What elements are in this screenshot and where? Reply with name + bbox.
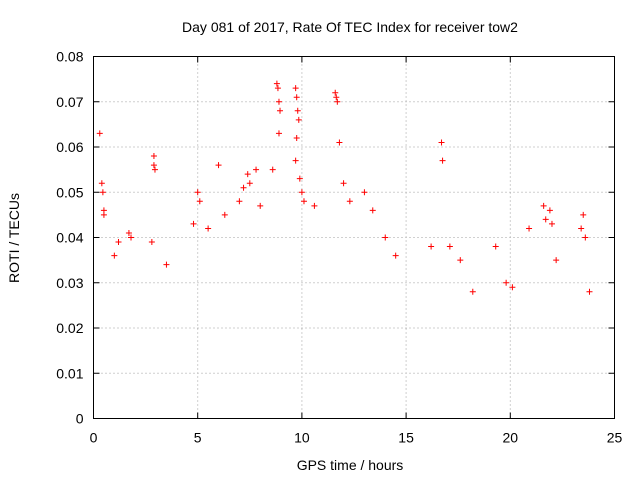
grid-lines bbox=[93, 56, 615, 419]
data-point bbox=[221, 211, 228, 218]
data-points bbox=[96, 80, 593, 295]
data-point bbox=[240, 184, 247, 191]
data-point bbox=[582, 234, 589, 241]
plot-frame bbox=[93, 56, 615, 419]
y-tick-label: 0.04 bbox=[56, 230, 83, 246]
data-point bbox=[236, 198, 243, 205]
data-point bbox=[99, 189, 106, 196]
x-tick-label: 5 bbox=[194, 430, 202, 446]
data-point bbox=[148, 239, 155, 246]
data-point bbox=[253, 166, 260, 173]
data-point bbox=[292, 157, 299, 164]
data-point bbox=[295, 116, 302, 123]
y-tick-label: 0.02 bbox=[56, 320, 83, 336]
data-point bbox=[578, 225, 585, 232]
x-tick-label: 20 bbox=[503, 430, 519, 446]
data-point bbox=[428, 243, 435, 250]
data-point bbox=[274, 85, 281, 92]
data-point bbox=[439, 157, 446, 164]
y-tick-label: 0.01 bbox=[56, 365, 83, 381]
data-point bbox=[492, 243, 499, 250]
x-tick-label: 10 bbox=[294, 430, 310, 446]
data-point bbox=[382, 234, 389, 241]
data-point bbox=[586, 288, 593, 295]
y-tick-label: 0.05 bbox=[56, 184, 83, 200]
data-point bbox=[196, 198, 203, 205]
data-point bbox=[275, 98, 282, 105]
data-point bbox=[369, 207, 376, 214]
data-point bbox=[332, 89, 339, 96]
x-tick-labels: 0 5 10 15 20 25 bbox=[90, 430, 623, 446]
data-point bbox=[553, 257, 560, 264]
data-point bbox=[546, 207, 553, 214]
data-point bbox=[446, 243, 453, 250]
data-point bbox=[257, 202, 264, 209]
data-point bbox=[580, 211, 587, 218]
data-point bbox=[275, 130, 282, 137]
y-tick-label: 0.03 bbox=[56, 275, 83, 291]
y-tick-label: 0.06 bbox=[56, 139, 83, 155]
data-point bbox=[205, 225, 212, 232]
data-point bbox=[298, 189, 305, 196]
data-point bbox=[163, 261, 170, 268]
data-point bbox=[526, 225, 533, 232]
data-point bbox=[292, 85, 299, 92]
chart-title: Day 081 of 2017, Rate Of TEC Index for r… bbox=[182, 19, 518, 35]
data-point bbox=[336, 139, 343, 146]
data-point bbox=[111, 252, 118, 259]
data-point bbox=[361, 189, 368, 196]
data-point bbox=[300, 198, 307, 205]
data-point bbox=[469, 288, 476, 295]
data-point bbox=[115, 239, 122, 246]
y-tick-labels: 0 0.01 0.02 0.03 0.04 0.05 0.06 0.07 0.08 bbox=[56, 49, 83, 427]
data-point bbox=[509, 284, 516, 291]
x-tick-label: 15 bbox=[398, 430, 414, 446]
data-point bbox=[457, 257, 464, 264]
data-point bbox=[194, 189, 201, 196]
data-point bbox=[540, 202, 547, 209]
data-point bbox=[311, 202, 318, 209]
data-point bbox=[125, 229, 132, 236]
x-tick-label: 25 bbox=[607, 430, 623, 446]
data-point bbox=[100, 211, 107, 218]
data-point bbox=[293, 134, 300, 141]
data-point bbox=[294, 107, 301, 114]
y-tick-label: 0.07 bbox=[56, 94, 83, 110]
data-point bbox=[273, 80, 280, 87]
data-point bbox=[150, 162, 157, 169]
y-tick-label: 0.08 bbox=[56, 49, 83, 65]
data-point bbox=[98, 180, 105, 187]
y-tick-label: 0 bbox=[76, 411, 84, 427]
data-point bbox=[151, 166, 158, 173]
data-point bbox=[277, 107, 284, 114]
data-point bbox=[190, 220, 197, 227]
data-point bbox=[96, 130, 103, 137]
y-axis-label: ROTI / TECUs bbox=[6, 193, 22, 283]
data-point bbox=[346, 198, 353, 205]
data-point bbox=[438, 139, 445, 146]
data-point bbox=[150, 153, 157, 160]
data-point bbox=[128, 234, 135, 241]
data-point bbox=[293, 94, 300, 101]
data-point bbox=[334, 98, 341, 105]
data-point bbox=[548, 220, 555, 227]
data-point bbox=[215, 162, 222, 169]
x-axis-label: GPS time / hours bbox=[297, 457, 404, 473]
data-point bbox=[340, 180, 347, 187]
data-point bbox=[269, 166, 276, 173]
data-point bbox=[246, 180, 253, 187]
data-point bbox=[392, 252, 399, 259]
x-tick-label: 0 bbox=[90, 430, 98, 446]
data-point bbox=[333, 94, 340, 101]
data-point bbox=[296, 175, 303, 182]
data-point bbox=[503, 279, 510, 286]
data-point bbox=[542, 216, 549, 223]
data-point bbox=[244, 171, 251, 178]
